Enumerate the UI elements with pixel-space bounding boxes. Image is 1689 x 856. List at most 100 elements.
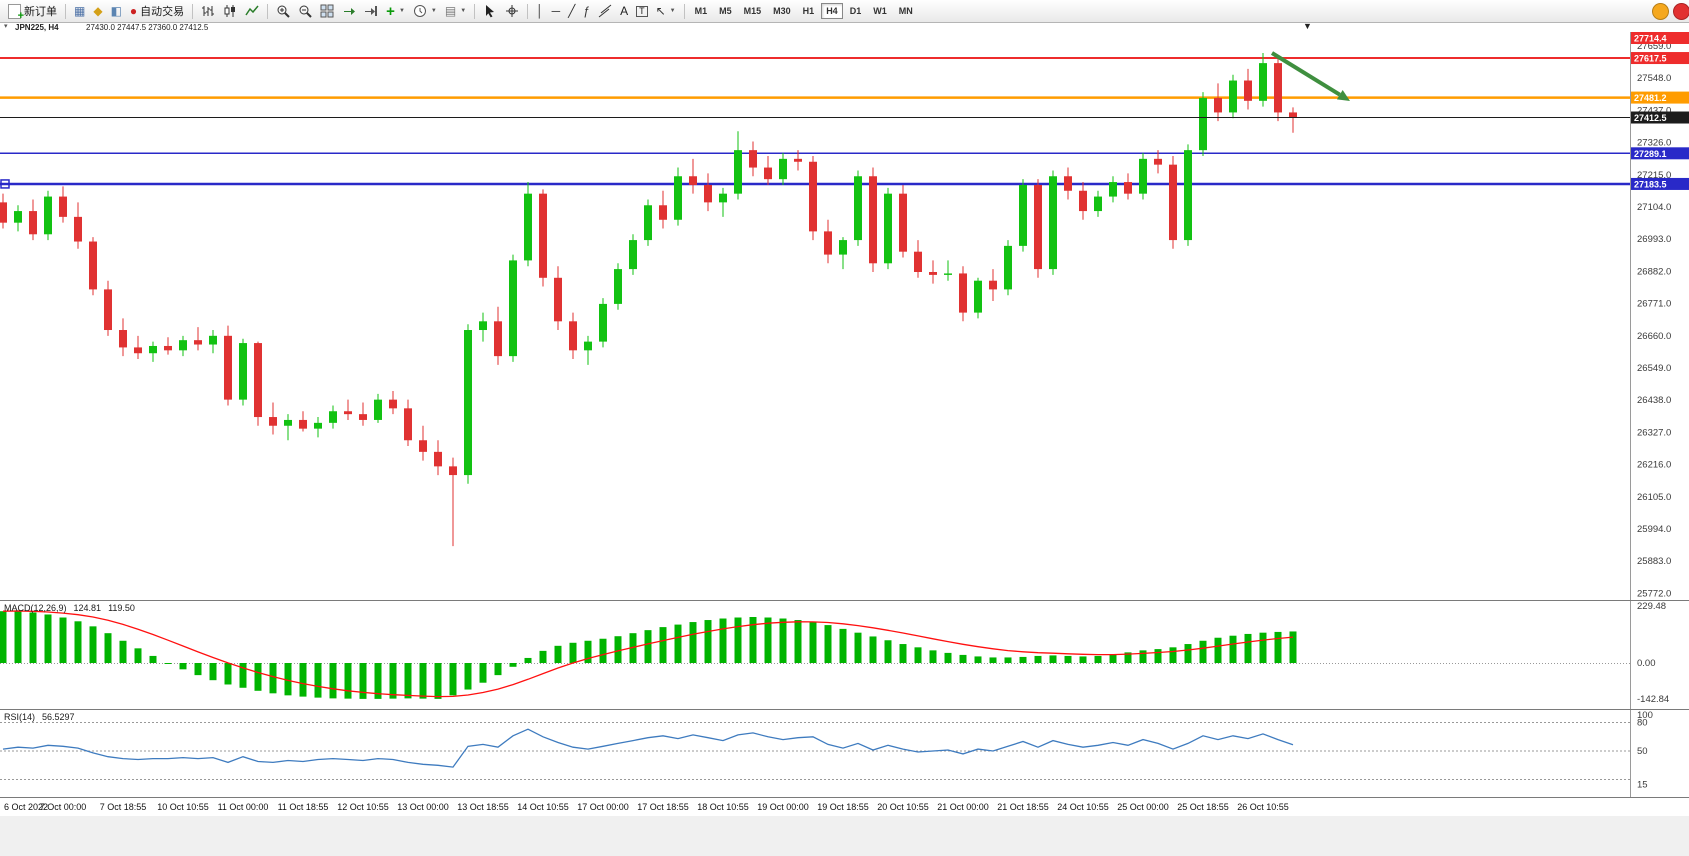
svg-text:25883.0: 25883.0 — [1637, 556, 1671, 567]
time-label: 18 Oct 10:55 — [697, 802, 749, 812]
indicator-add-icon: + — [386, 2, 395, 20]
svg-text:80: 80 — [1637, 718, 1648, 729]
toolbar-separator — [683, 3, 685, 19]
svg-text:0.00: 0.00 — [1637, 658, 1656, 669]
macd-name: MACD(12,26,9) — [4, 603, 67, 613]
timeframe-button-m30[interactable]: M30 — [773, 6, 791, 16]
label-button[interactable]: T — [632, 1, 652, 21]
time-axis[interactable]: 6 Oct 2022 7 Oct 00:00 7 Oct 18:55 10 Oct 1… — [0, 797, 1689, 817]
time-label: 7 Oct 18:55 — [99, 802, 147, 812]
rsi-value: 56.5297 — [42, 712, 75, 722]
timeframe-button-h1[interactable]: H1 — [802, 6, 815, 16]
text-t-icon: T — [636, 5, 648, 17]
horizontal-line-button[interactable]: ─ — [548, 1, 565, 21]
trendline-button[interactable]: ╱ — [564, 1, 579, 21]
auto-scroll-button[interactable] — [338, 1, 360, 21]
navigator-icon: ◧ — [110, 4, 122, 18]
rsi-panel: RSI(14) 56.5297 100 80 50 15 — [0, 709, 1689, 798]
timeframe-button-mn[interactable]: MN — [898, 6, 913, 16]
zoom-in-button[interactable] — [272, 1, 294, 21]
svg-text:27412.5: 27412.5 — [1634, 113, 1667, 123]
toolbar-separator — [474, 3, 476, 19]
svg-text:27215.0: 27215.0 — [1637, 170, 1671, 181]
new-order-button[interactable]: + 新订单 — [4, 1, 61, 21]
svg-text:27289.1: 27289.1 — [1634, 149, 1667, 159]
zoom-out-icon — [298, 4, 312, 18]
time-label: 25 Oct 00:00 — [1117, 802, 1169, 812]
cursor-icon — [483, 4, 497, 18]
market-watch-button[interactable]: ◆ — [89, 1, 106, 21]
time-label: 20 Oct 10:55 — [877, 802, 929, 812]
chart-shift-marker-icon[interactable]: ▼ — [1303, 21, 1312, 31]
macd-panel: MACD(12,26,9) 124.81 119.50 229.48 0.00 -142… — [0, 600, 1689, 710]
vertical-line-icon: │ — [536, 4, 544, 18]
text-button[interactable]: A — [616, 1, 632, 21]
timeframe-button-h4[interactable]: H4 — [821, 3, 843, 19]
tile-windows-button[interactable] — [316, 1, 338, 21]
main-toolbar: + 新订单 ▦ ◆ ◧ ● 自动交易 + ▼ ▼ ▤ ▼ │ ─ ╱ ƒ A T ↖ ▼ M1 M5 M15 M30 H1 H4 D… — [0, 0, 1689, 23]
bar-chart-button[interactable] — [197, 1, 219, 21]
price-badge — [1631, 52, 1689, 65]
autotrade-button[interactable]: ● 自动交易 — [126, 1, 188, 21]
candle-chart-button[interactable] — [219, 1, 241, 21]
vertical-line-button[interactable]: │ — [532, 1, 548, 21]
channel-button[interactable] — [594, 1, 616, 21]
timeframe-button-m5[interactable]: M5 — [719, 6, 732, 16]
time-label: 13 Oct 18:55 — [457, 802, 509, 812]
time-label: 12 Oct 10:55 — [337, 802, 389, 812]
time-label: 13 Oct 00:00 — [397, 802, 449, 812]
line-chart-button[interactable] — [241, 1, 263, 21]
time-label: 6 Oct 2022 — [3, 802, 49, 812]
main-chart-canvas[interactable]: 27659.0 27548.0 27437.0 27326.0 27215.0 27104… — [0, 32, 1689, 600]
arrows-button[interactable]: ↖ ▼ — [652, 1, 680, 21]
svg-text:25772.0: 25772.0 — [1637, 588, 1671, 599]
macd-canvas[interactable]: 229.48 0.00 -142.84 — [0, 601, 1689, 709]
chart-window-menu-icon[interactable]: ▾ — [4, 23, 8, 30]
timeframe-button-d1[interactable]: D1 — [849, 6, 862, 16]
time-label: 24 Oct 10:55 — [1057, 802, 1109, 812]
market-watch-icon: ◆ — [93, 4, 103, 18]
time-label: 26 Oct 10:55 — [1237, 802, 1289, 812]
timeframe-button-w1[interactable]: W1 — [873, 6, 887, 16]
chart-shift-button[interactable] — [360, 1, 382, 21]
time-label: 11 Oct 18:55 — [277, 802, 329, 812]
price-badge — [1631, 147, 1689, 160]
autotrade-button-label: 自动交易 — [140, 6, 185, 18]
macd-value-signal: 119.50 — [108, 603, 135, 613]
time-label: 10 Oct 10:55 — [157, 802, 209, 812]
cursor-button[interactable] — [479, 1, 501, 21]
time-label: 21 Oct 18:55 — [997, 802, 1049, 812]
news-alert-icon[interactable] — [1673, 3, 1689, 20]
macd-signal-line — [2, 610, 1294, 698]
chart-shift-icon — [364, 4, 378, 18]
fibonacci-button[interactable]: ƒ — [579, 1, 594, 21]
price-badge — [1631, 91, 1689, 104]
time-label: 17 Oct 18:55 — [637, 802, 689, 812]
price-badge — [1631, 32, 1689, 44]
crosshair-button[interactable] — [501, 1, 523, 21]
time-label: 14 Oct 10:55 — [517, 802, 569, 812]
svg-text:27437.0: 27437.0 — [1637, 105, 1671, 116]
fibonacci-icon: ƒ — [583, 4, 591, 18]
template-icon: ▤ — [444, 4, 457, 18]
price-badge — [1631, 177, 1689, 190]
time-label: 19 Oct 18:55 — [817, 802, 869, 812]
arrow-annotation — [1270, 51, 1341, 97]
new-order-icon: + — [8, 3, 24, 21]
timeframe-button-m1[interactable]: M1 — [694, 6, 708, 16]
line-chart-icon — [245, 4, 259, 18]
timeframe-button-m15[interactable]: M15 — [743, 6, 762, 16]
rsi-name: RSI(14) — [4, 712, 36, 722]
periods-button[interactable]: ▼ — [409, 1, 441, 21]
price-badge — [1631, 111, 1689, 124]
templates-button[interactable]: ▤ ▼ — [441, 1, 470, 21]
charts-button[interactable]: ▦ — [70, 1, 89, 21]
indicators-button[interactable]: + ▼ — [382, 1, 409, 21]
community-alert-icon[interactable] — [1652, 3, 1669, 20]
navigator-button[interactable]: ◧ — [107, 1, 126, 21]
arrow-annotation-head — [1336, 90, 1350, 101]
svg-text:26993.0: 26993.0 — [1637, 234, 1671, 245]
svg-text:26438.0: 26438.0 — [1637, 395, 1671, 406]
zoom-out-button[interactable] — [294, 1, 316, 21]
